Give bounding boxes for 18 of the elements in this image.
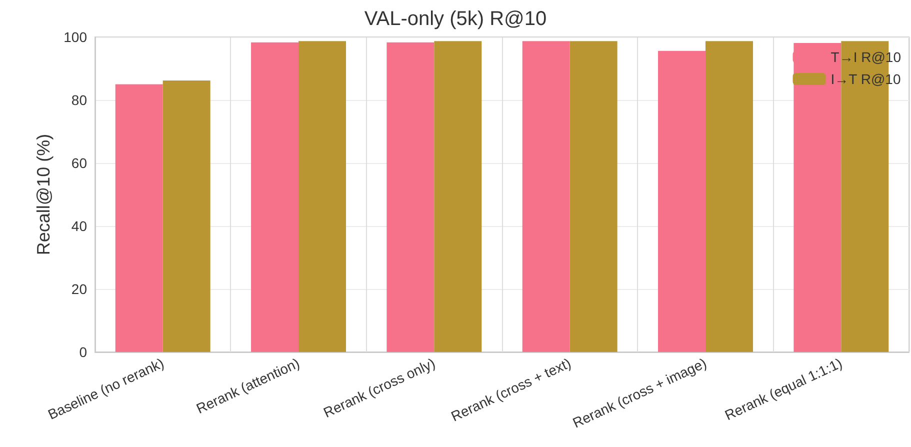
chart-title: VAL-only (5k) R@10 [364, 8, 547, 30]
bar [706, 41, 753, 352]
bar [386, 42, 434, 352]
bar [658, 50, 706, 352]
y-tick-label: 80 [71, 92, 88, 108]
y-axis-title: Recall@10 (%) [34, 134, 54, 256]
bar [115, 84, 163, 352]
y-tick-label: 20 [71, 281, 88, 297]
y-tick-label: 100 [64, 29, 88, 45]
bar [162, 80, 210, 352]
bar [570, 41, 618, 352]
y-tick-label: 60 [71, 155, 88, 171]
bar [298, 41, 346, 352]
bar [434, 41, 482, 352]
bar [251, 42, 298, 352]
bar [522, 41, 570, 352]
y-tick-label: 40 [71, 218, 88, 234]
y-tick-label: 0 [79, 344, 88, 360]
